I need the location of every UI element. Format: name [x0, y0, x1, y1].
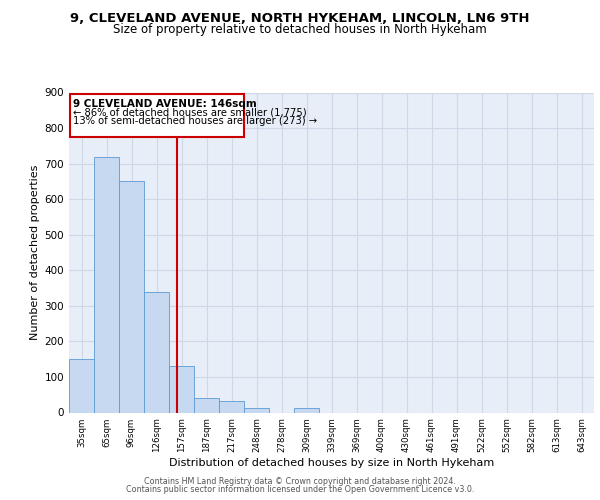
Text: 9 CLEVELAND AVENUE: 146sqm: 9 CLEVELAND AVENUE: 146sqm — [73, 99, 257, 109]
Text: 9, CLEVELAND AVENUE, NORTH HYKEHAM, LINCOLN, LN6 9TH: 9, CLEVELAND AVENUE, NORTH HYKEHAM, LINC… — [70, 12, 530, 26]
Bar — [244, 408, 269, 412]
Y-axis label: Number of detached properties: Number of detached properties — [31, 165, 40, 340]
Bar — [194, 398, 219, 412]
Bar — [119, 182, 144, 412]
Bar — [144, 292, 169, 412]
Text: 13% of semi-detached houses are larger (273) →: 13% of semi-detached houses are larger (… — [73, 116, 317, 126]
Text: ← 86% of detached houses are smaller (1,775): ← 86% of detached houses are smaller (1,… — [73, 108, 307, 118]
Bar — [294, 408, 319, 412]
Bar — [94, 156, 119, 412]
X-axis label: Distribution of detached houses by size in North Hykeham: Distribution of detached houses by size … — [169, 458, 494, 468]
Bar — [219, 401, 244, 412]
Bar — [69, 359, 94, 412]
Text: Size of property relative to detached houses in North Hykeham: Size of property relative to detached ho… — [113, 22, 487, 36]
FancyBboxPatch shape — [70, 94, 244, 137]
Text: Contains public sector information licensed under the Open Government Licence v3: Contains public sector information licen… — [126, 485, 474, 494]
Bar — [169, 366, 194, 412]
Text: Contains HM Land Registry data © Crown copyright and database right 2024.: Contains HM Land Registry data © Crown c… — [144, 477, 456, 486]
